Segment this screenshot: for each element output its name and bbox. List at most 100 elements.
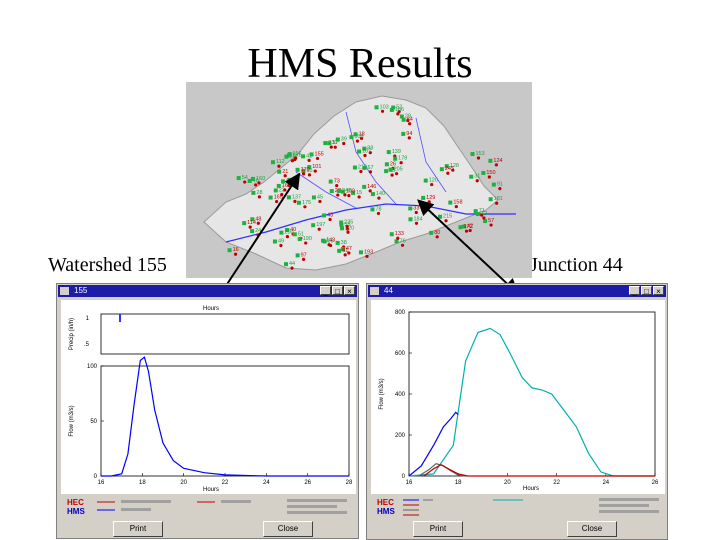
junction-marker (359, 169, 363, 174)
y-tick-label: 100 (87, 364, 98, 370)
subbasin-marker (242, 221, 247, 226)
subbasin-marker (488, 197, 493, 202)
watershed-titlebar[interactable]: 155 _ □ × (58, 285, 357, 297)
map-node-label: 39 (341, 137, 347, 143)
junction-marker (357, 195, 361, 199)
map-node-label: 181 (494, 196, 503, 202)
junction-marker (345, 224, 349, 229)
subbasin-marker (250, 176, 255, 181)
map-node-label: 210 (358, 164, 367, 170)
junction-marker (487, 175, 491, 179)
subbasin-marker (340, 247, 345, 252)
watershed-plot-panel: Hours 1 .5 Precip (in/h) Flow (m3/s) Hou… (61, 300, 356, 494)
map-node-label: 153 (475, 151, 484, 157)
close-x-button[interactable]: × (344, 286, 355, 296)
x-axis-title: Hours (203, 487, 219, 493)
junction-marker (301, 172, 306, 176)
map-node-label: 31 (474, 174, 480, 180)
subbasin-marker (370, 207, 375, 212)
subbasin-marker (335, 240, 340, 245)
junction-marker (390, 173, 394, 177)
map-node-label: 57 (488, 218, 494, 224)
map-node-label: 116 (293, 151, 302, 157)
subbasin-marker (429, 230, 434, 235)
close-button[interactable]: Close (263, 521, 313, 537)
subbasin-marker (399, 114, 404, 119)
map-node-label: 21 (282, 169, 288, 175)
subbasin-marker (394, 239, 399, 244)
map-node-label: 88 (367, 146, 373, 152)
subbasin-marker (362, 165, 367, 170)
y-tick-label: 50 (90, 419, 97, 425)
maximize-button[interactable]: □ (641, 286, 652, 296)
x-tick-label: 18 (455, 480, 462, 486)
print-button[interactable]: Print (113, 521, 163, 537)
subbasin-marker (286, 195, 291, 200)
x-tick-label: 18 (139, 480, 146, 486)
map-node-label: 124 (493, 158, 502, 164)
subbasin-marker (296, 200, 301, 205)
print-button[interactable]: Print (413, 521, 463, 537)
flow-axis-title: Flow (m3/s) (69, 405, 75, 436)
subbasin-marker (286, 153, 291, 158)
map-node-label: 73 (334, 179, 340, 185)
subbasin-marker (386, 150, 391, 155)
map-node-label: 139 (392, 149, 401, 155)
map-node-label: 129 (426, 195, 435, 201)
junction-marker (368, 189, 372, 193)
subbasin-marker (458, 225, 463, 230)
subbasin-marker (389, 107, 394, 112)
subbasin-marker (362, 184, 367, 189)
y-tick-label: 400 (395, 392, 406, 398)
subbasin-marker (236, 176, 241, 181)
map-node-label: 26 (390, 161, 396, 167)
hydrograph-line (408, 411, 459, 477)
junction-marker (394, 172, 399, 176)
junction-marker (363, 153, 367, 158)
map-node-label: 43 (327, 212, 333, 218)
precip-plot-frame (100, 313, 350, 355)
junction-marker (400, 243, 405, 247)
junction-marker (368, 151, 372, 155)
subbasin-marker (439, 167, 444, 172)
map-node-label: 146 (367, 184, 376, 190)
map-node-label: 165 (274, 195, 283, 201)
minimize-button[interactable]: _ (629, 286, 640, 296)
junction-marker (313, 169, 317, 173)
maximize-button[interactable]: □ (332, 286, 343, 296)
subbasin-marker (323, 141, 328, 146)
subbasin-marker (277, 169, 282, 174)
x-tick-label: 24 (263, 480, 270, 486)
map-node-label: 48 (255, 216, 261, 222)
map-node-label: 245 (445, 166, 454, 172)
precip-ytick: .5 (84, 342, 90, 348)
subbasin-marker (370, 192, 375, 197)
junction-marker (317, 227, 321, 231)
subbasin-marker (448, 200, 453, 205)
subbasin-marker (491, 182, 496, 187)
junction-marker (315, 156, 320, 161)
subbasin-marker (475, 212, 480, 217)
minimize-button[interactable]: _ (320, 286, 331, 296)
junction-titlebar[interactable]: 44 _ □ × (368, 285, 666, 297)
close-button[interactable]: Close (567, 521, 617, 537)
map-node-label: 76 (400, 238, 406, 244)
subbasin-marker (329, 189, 334, 194)
map-node-label: 15 (356, 190, 362, 196)
junction-flow-axis-title: Flow (m3/s) (379, 378, 385, 409)
junction-marker (345, 227, 350, 231)
map-node-label: 230 (328, 140, 337, 146)
close-x-button[interactable]: × (653, 286, 664, 296)
map-node-label: 67 (367, 165, 373, 171)
subbasin-marker (337, 248, 342, 253)
watershed-plot: Hours 1 .5 Precip (in/h) Flow (m3/s) Hou… (69, 306, 353, 493)
subbasin-marker (349, 135, 354, 140)
map-node-label: 51 (298, 231, 304, 237)
subbasin-marker (444, 164, 449, 169)
junction-plot-panel: Flow (m3/s) Hours 16 18 20 22 24 26 800 600 400 2… (371, 300, 665, 494)
junction-marker (359, 136, 364, 140)
junction-marker (293, 157, 297, 162)
map-node-label: 215 (443, 214, 452, 220)
map-node-label: 143 (326, 238, 335, 244)
junction-marker (408, 122, 412, 126)
